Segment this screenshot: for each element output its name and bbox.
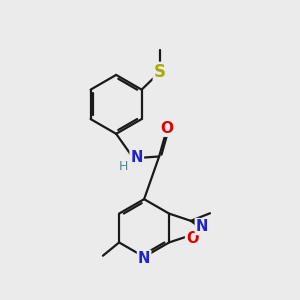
Text: O: O: [160, 121, 174, 136]
Text: N: N: [138, 251, 150, 266]
Text: N: N: [196, 219, 208, 234]
Text: S: S: [154, 63, 166, 81]
Text: O: O: [186, 231, 199, 246]
Text: H: H: [119, 160, 128, 173]
Text: N: N: [130, 150, 143, 165]
